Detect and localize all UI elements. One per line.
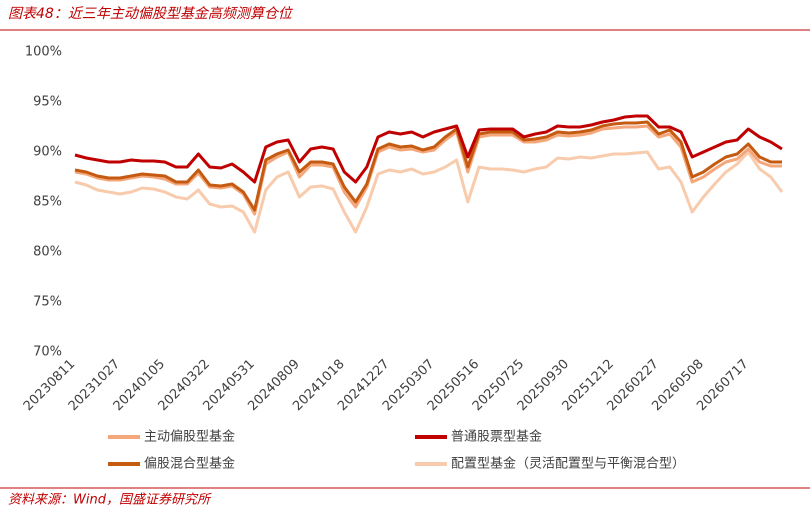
- legend-label: 配置型基金（灵活配置型与平衡混合型）: [451, 456, 685, 472]
- y-tick-label: 85%: [33, 195, 62, 210]
- series-line: [74, 124, 782, 216]
- chart-title: 图表48：近三年主动偏股型基金高频测算仓位: [8, 6, 294, 22]
- y-tick-label: 80%: [33, 245, 62, 260]
- y-tick-label: 90%: [33, 145, 62, 160]
- source: 资料来源：Wind，国盛证券研究所: [8, 492, 212, 508]
- series-line: [74, 150, 784, 234]
- y-tick-label: 100%: [25, 45, 62, 60]
- series-line: [74, 114, 783, 184]
- y-tick-label: 70%: [33, 345, 62, 360]
- legend-label: 主动偏股型基金: [144, 429, 235, 445]
- y-tick-label: 75%: [33, 295, 62, 310]
- legend-label: 普通股票型基金: [451, 429, 542, 445]
- series-line: [74, 120, 782, 212]
- y-tick-label: 95%: [33, 95, 62, 110]
- legend-label: 偏股混合型基金: [144, 456, 235, 472]
